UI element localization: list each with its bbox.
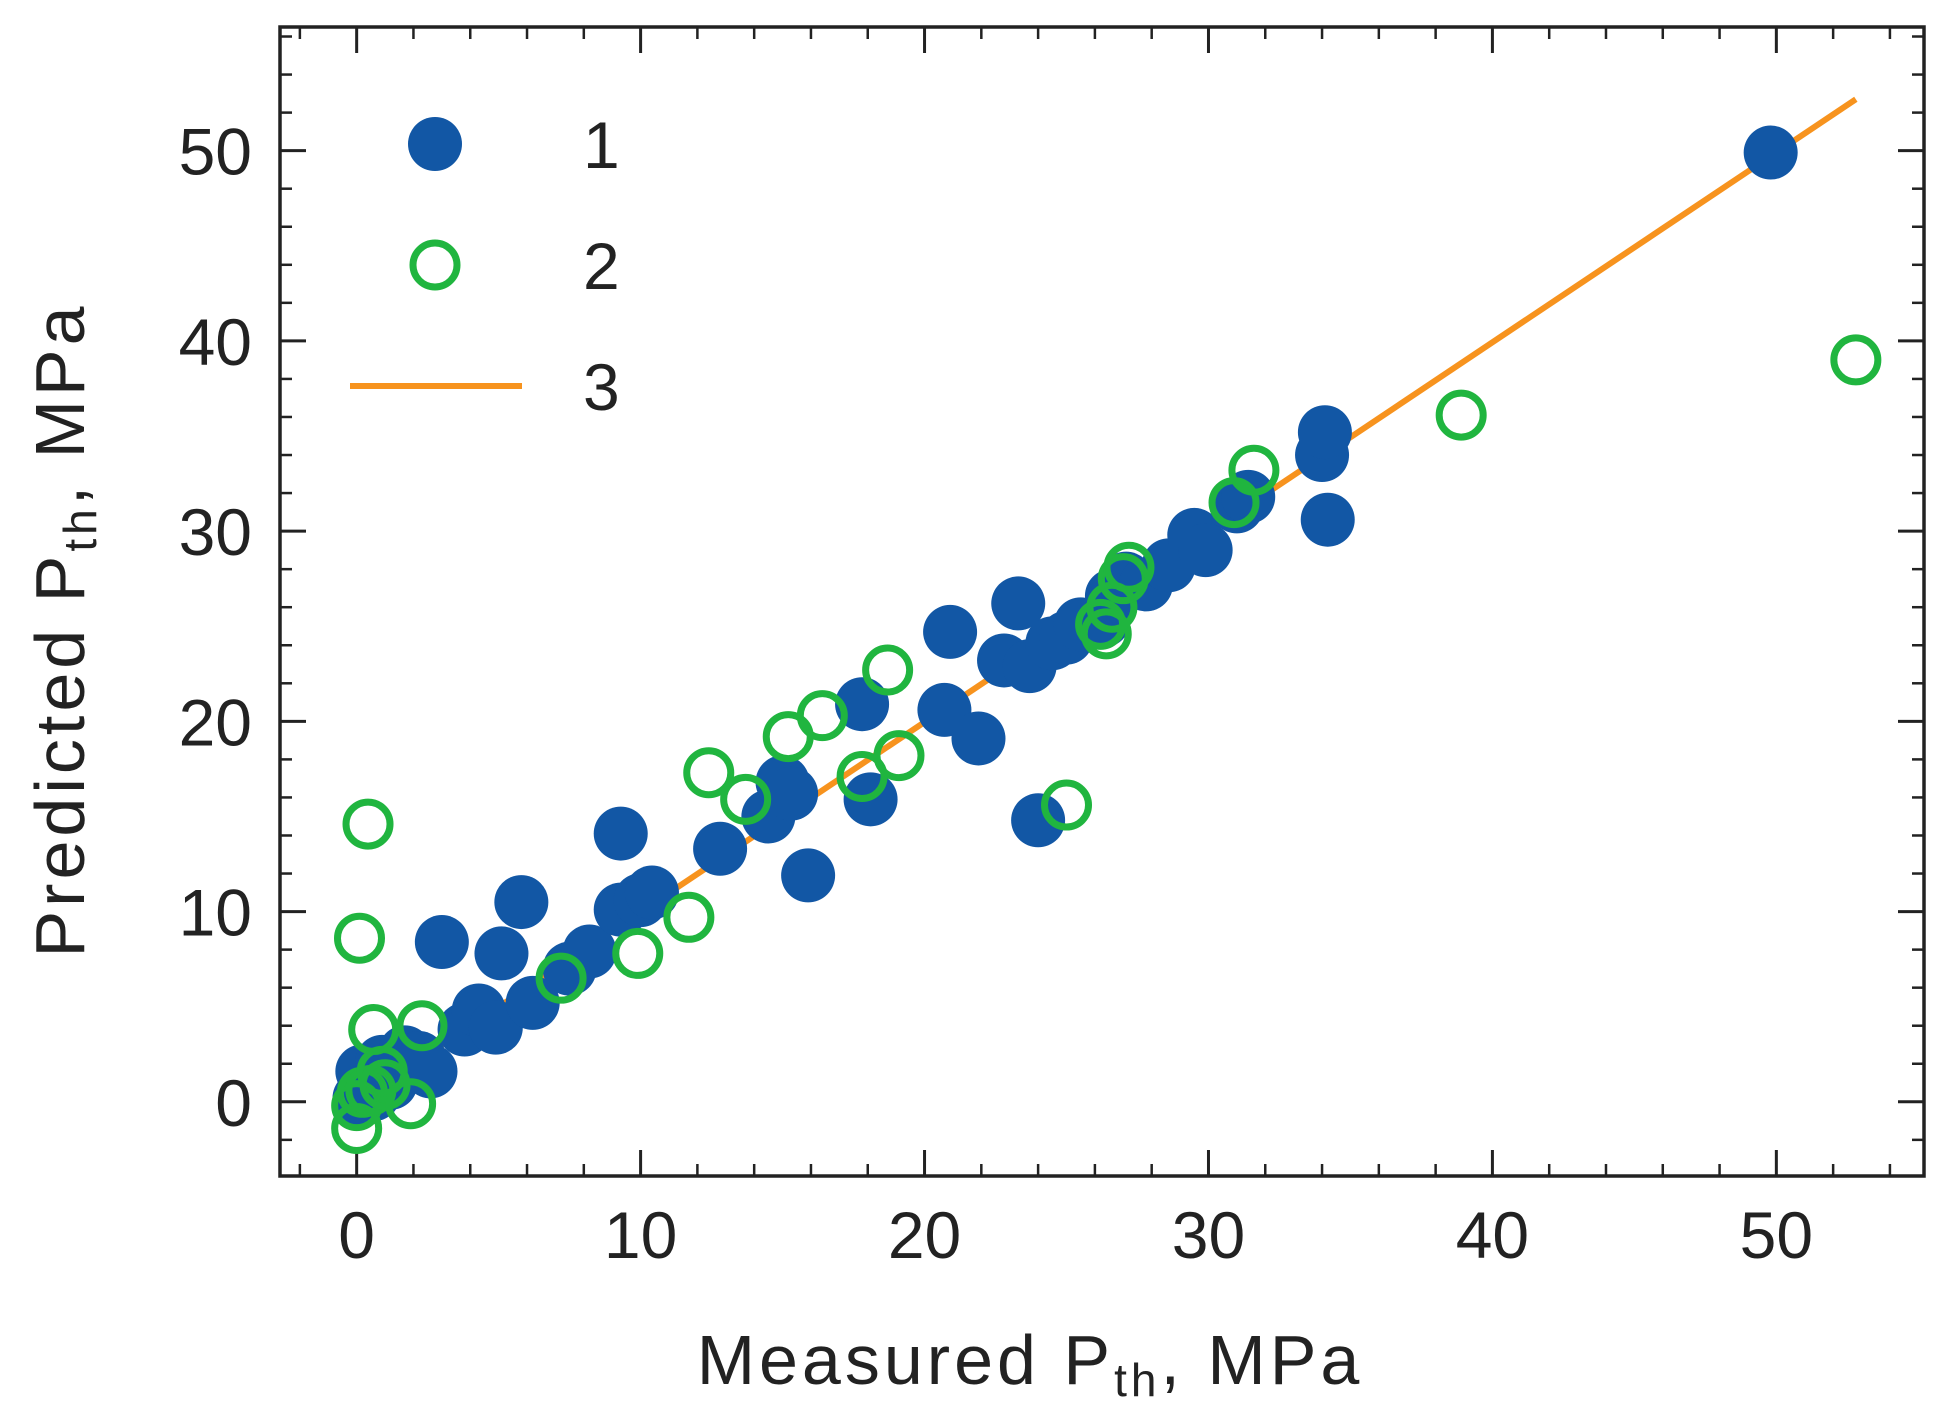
legend: 1 2 3 <box>350 108 620 424</box>
data-point-series-2 <box>535 952 587 1004</box>
legend-label-series-1: 1 <box>583 108 620 182</box>
x-tick-label: 50 <box>1740 1198 1813 1272</box>
data-point-series-2 <box>1080 608 1132 660</box>
plot-frame <box>278 25 1926 1178</box>
data-point-series-1 <box>781 848 836 903</box>
data-point-series-1 <box>764 766 819 821</box>
data-point-series-1 <box>951 711 1006 766</box>
data-point-series-2 <box>683 747 735 799</box>
data-point-series-2 <box>396 1000 448 1052</box>
x-axis-title: Measured Pth, MPa <box>697 1321 1364 1406</box>
data-point-series-1 <box>1297 405 1352 460</box>
data-point-series-2 <box>873 730 925 782</box>
data-point-series-1 <box>693 821 748 876</box>
data-points <box>331 125 1882 1154</box>
tick-labels: 0 10 20 30 40 50 0 10 20 30 40 50 <box>179 115 1813 1272</box>
data-point-series-2 <box>1830 334 1882 386</box>
x-tick-label: 0 <box>338 1198 375 1272</box>
data-point-series-1 <box>991 576 1046 631</box>
legend-label-fit-line: 3 <box>583 350 620 424</box>
data-point-series-1 <box>593 806 648 861</box>
legend-marker-series-2 <box>409 239 461 291</box>
data-point-series-2 <box>342 798 394 850</box>
data-point-series-2 <box>612 927 664 979</box>
data-point-series-2 <box>796 690 848 742</box>
data-point-series-2 <box>1041 779 1093 831</box>
plot-frame-layer <box>278 25 1926 1178</box>
data-point-series-2 <box>1103 541 1155 593</box>
data-point-series-2 <box>1228 444 1280 496</box>
data-point-series-2 <box>334 912 386 964</box>
data-point-series-2 <box>720 773 772 825</box>
y-tick-label: 10 <box>179 876 252 950</box>
y-tick-label: 30 <box>179 495 252 569</box>
data-point-series-2 <box>1435 389 1487 441</box>
data-point-series-1 <box>1178 523 1233 578</box>
x-tick-label: 10 <box>604 1198 677 1272</box>
data-point-series-1 <box>1743 125 1798 180</box>
y-axis-title: Predicted Pth, MPa <box>21 302 106 957</box>
data-point-series-1 <box>923 604 978 659</box>
x-tick-label: 30 <box>1172 1198 1245 1272</box>
legend-label-series-2: 2 <box>583 229 620 303</box>
data-point-series-1 <box>624 865 679 920</box>
x-tick-label: 40 <box>1456 1198 1529 1272</box>
data-point-series-2 <box>836 751 888 803</box>
y-tick-label: 40 <box>179 305 252 379</box>
data-point-series-1 <box>414 915 469 970</box>
data-point-series-2 <box>862 644 914 696</box>
data-point-series-2 <box>385 1078 437 1130</box>
y-tick-label: 0 <box>215 1066 252 1140</box>
y-tick-label: 50 <box>179 115 252 189</box>
y-tick-label: 20 <box>179 685 252 759</box>
x-tick-label: 20 <box>888 1198 961 1272</box>
axis-ticks <box>280 27 1924 1176</box>
data-point-series-1 <box>1300 492 1355 547</box>
data-point-series-1 <box>474 926 529 981</box>
data-point-series-1 <box>494 875 549 930</box>
data-point-series-2 <box>663 891 715 943</box>
data-point-series-1 <box>1011 793 1066 848</box>
legend-marker-series-1 <box>408 117 462 171</box>
